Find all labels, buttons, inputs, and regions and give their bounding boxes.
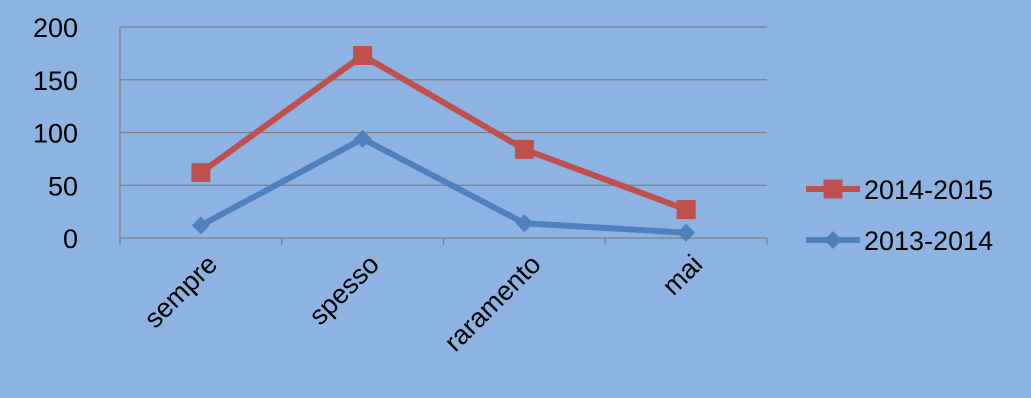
series-line-2013-2014	[197, 135, 690, 236]
y-tick-label-150: 150	[33, 66, 78, 96]
x-tick-label-sempre: sempre	[138, 249, 223, 334]
data-point-2013-2014-mai	[677, 223, 696, 242]
x-tick-label-mai: mai	[656, 249, 708, 301]
y-tick-labels: 0 50 100 150 200	[33, 13, 78, 254]
data-point-2013-2014-spesso	[353, 129, 372, 148]
legend-marker-2014-2015	[823, 179, 843, 199]
data-point-2014-2015-raramento	[514, 139, 534, 159]
data-point-2014-2015-mai	[676, 200, 696, 220]
data-point-2014-2015-spesso	[353, 45, 373, 65]
legend: 2014-2015 2013-2014	[806, 175, 993, 256]
x-tick-label-raramento: raramento	[438, 249, 546, 357]
data-point-2013-2014-sempre	[191, 216, 210, 235]
data-point-2013-2014-raramento	[515, 214, 534, 233]
x-tick-labels: sempre spesso raramento mai	[138, 249, 708, 357]
series-lines	[191, 45, 696, 242]
y-tick-label-0: 0	[63, 224, 78, 254]
legend-label-2013-2014: 2013-2014	[864, 226, 993, 256]
y-tick-label-200: 200	[33, 13, 78, 43]
grid-lines	[120, 26, 767, 186]
y-tick-label-100: 100	[33, 119, 78, 149]
legend-label-2014-2015: 2014-2015	[864, 175, 993, 205]
series-line-2014-2015	[197, 52, 690, 213]
y-tick-label-50: 50	[48, 171, 78, 201]
legend-marker-2013-2014	[824, 231, 842, 249]
axes	[119, 27, 768, 245]
x-tick-label-spesso: spesso	[303, 249, 385, 331]
data-point-2014-2015-sempre	[191, 163, 211, 183]
